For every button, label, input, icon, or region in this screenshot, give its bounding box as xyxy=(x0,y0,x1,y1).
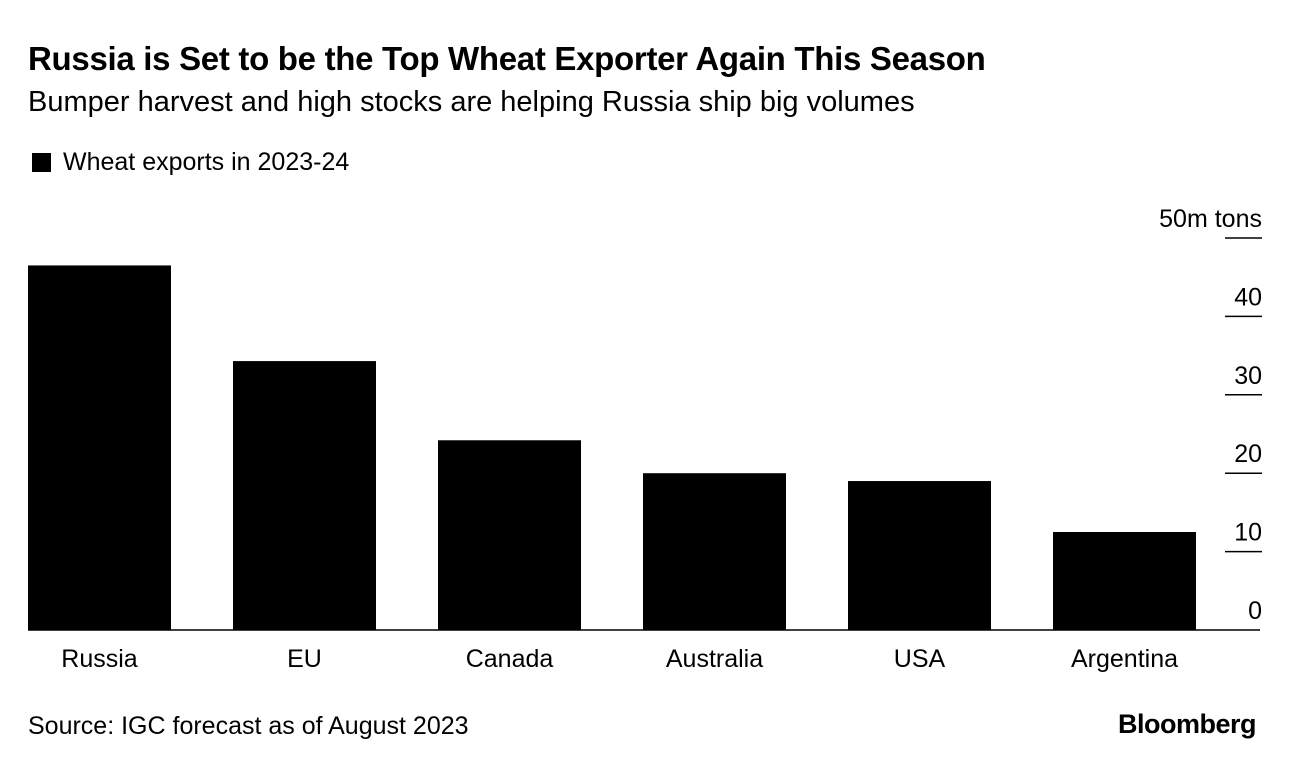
y-tick-label: 50m tons xyxy=(1159,205,1262,233)
bar-russia xyxy=(28,265,171,630)
x-tick-label: Australia xyxy=(666,645,763,673)
y-tick-label: 40 xyxy=(1234,283,1262,311)
legend-label: Wheat exports in 2023-24 xyxy=(63,148,350,176)
y-tick-label: 20 xyxy=(1234,440,1262,468)
x-tick-label: Russia xyxy=(61,645,138,673)
chart-subtitle: Bumper harvest and high stocks are helpi… xyxy=(28,86,915,118)
bar-australia xyxy=(643,473,786,630)
x-tick-label: Canada xyxy=(466,645,554,673)
bar-canada xyxy=(438,440,581,630)
y-tick-label: 30 xyxy=(1234,362,1262,390)
y-tick-label: 10 xyxy=(1234,519,1262,547)
y-tick-label: 0 xyxy=(1248,597,1262,625)
chart-title: Russia is Set to be the Top Wheat Export… xyxy=(28,40,986,77)
bar-eu xyxy=(233,361,376,630)
x-tick-label: USA xyxy=(894,645,946,673)
x-tick-label: EU xyxy=(287,645,322,673)
legend: Wheat exports in 2023-24 xyxy=(32,148,349,177)
bar-usa xyxy=(848,481,991,630)
source-note: Source: IGC forecast as of August 2023 xyxy=(28,712,469,740)
legend-swatch xyxy=(32,153,51,172)
bloomberg-logo: Bloomberg xyxy=(1117,709,1257,739)
x-tick-label: Argentina xyxy=(1071,645,1178,673)
bar-argentina xyxy=(1053,532,1196,630)
